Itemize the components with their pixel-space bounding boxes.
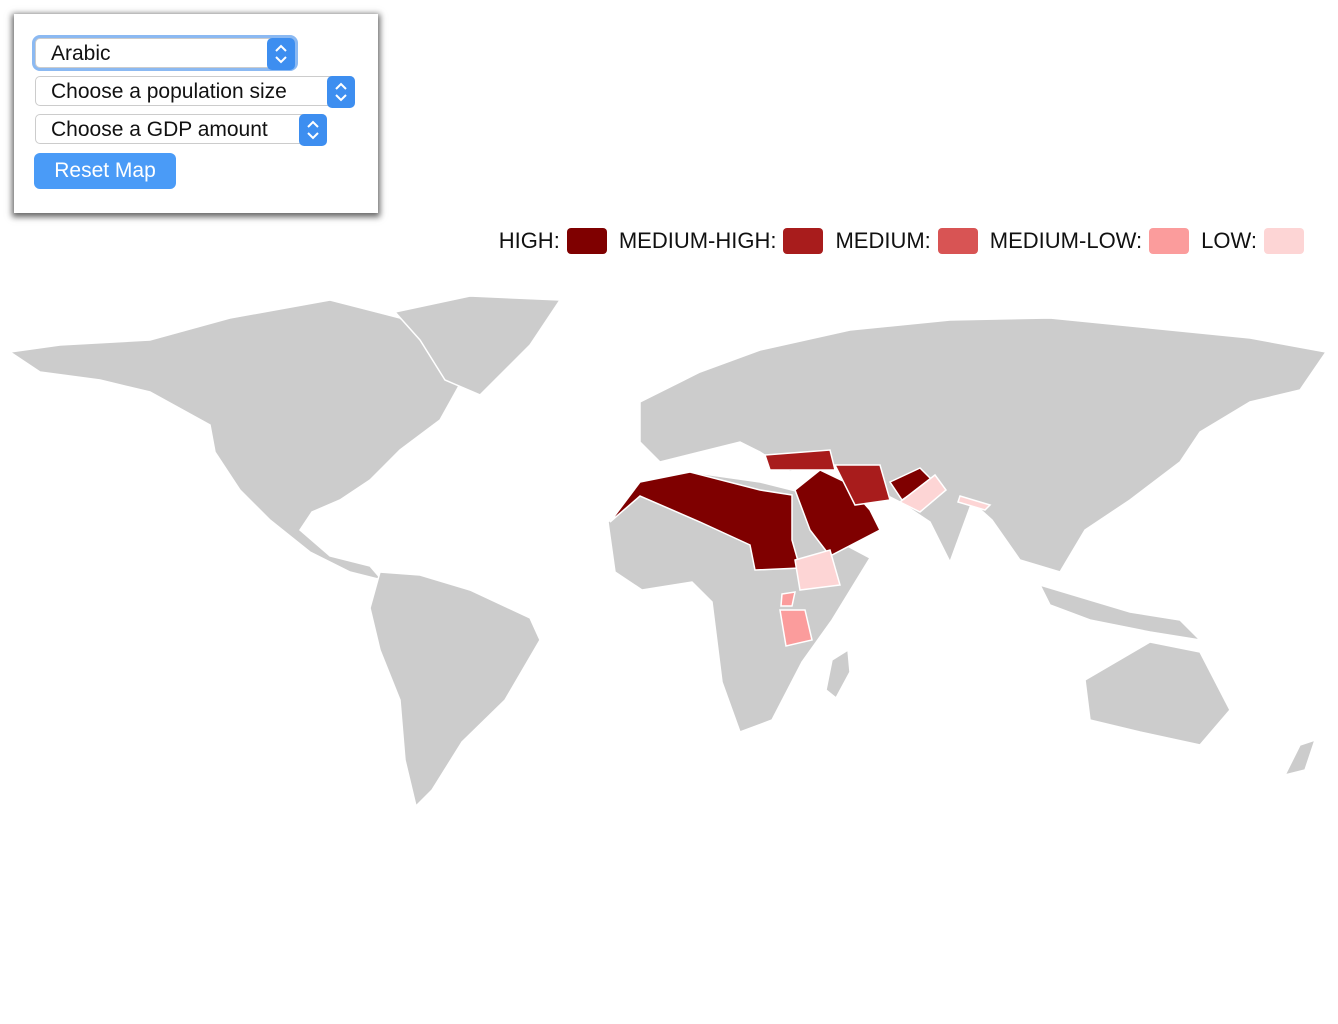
south-america bbox=[369, 571, 541, 808]
world-map bbox=[7, 295, 1328, 808]
indonesia bbox=[1038, 583, 1203, 642]
iran bbox=[833, 464, 891, 506]
australia bbox=[1084, 641, 1231, 746]
select-arrow bbox=[267, 38, 295, 70]
turkey bbox=[763, 449, 836, 471]
pakistan bbox=[898, 473, 948, 513]
new-zealand bbox=[1283, 738, 1317, 777]
legend-item: HIGH: bbox=[499, 228, 619, 254]
select-arrow bbox=[299, 114, 327, 146]
tanzania bbox=[779, 609, 813, 647]
legend-swatch bbox=[1149, 228, 1190, 254]
legend-item: MEDIUM-HIGH: bbox=[619, 228, 836, 254]
language-select[interactable]: Arabic bbox=[35, 38, 295, 70]
legend-item: LOW: bbox=[1201, 228, 1304, 254]
gdp-value: Choose a GDP amount bbox=[51, 118, 268, 141]
reset-button[interactable]: Reset Map bbox=[34, 153, 176, 189]
chevrons bbox=[307, 120, 319, 140]
legend-label: MEDIUM: bbox=[835, 228, 931, 253]
legend-swatch bbox=[783, 228, 824, 254]
nepal bbox=[957, 495, 992, 511]
africa bbox=[607, 471, 872, 733]
legend-item: MEDIUM: bbox=[835, 228, 989, 254]
legend-label: HIGH: bbox=[498, 228, 560, 253]
language-value: Arabic bbox=[51, 42, 111, 65]
legend-label: MEDIUM-HIGH: bbox=[618, 228, 777, 253]
chevrons bbox=[275, 44, 287, 64]
population-select[interactable]: Choose a population size bbox=[35, 76, 355, 108]
select-arrow bbox=[327, 76, 355, 108]
greenland bbox=[393, 295, 562, 396]
madagascar bbox=[825, 648, 851, 700]
legend-item: MEDIUM-LOW: bbox=[990, 228, 1201, 254]
ethiopia bbox=[794, 549, 841, 591]
legend-label: LOW: bbox=[1201, 228, 1257, 253]
control-panel: Arabic Choose a population size Choose a… bbox=[14, 14, 378, 213]
uganda bbox=[780, 591, 796, 607]
population-value: Choose a population size bbox=[51, 80, 287, 103]
gdp-select[interactable]: Choose a GDP amount bbox=[35, 114, 327, 146]
north-africa bbox=[609, 471, 801, 571]
legend-label: MEDIUM-LOW: bbox=[989, 228, 1143, 253]
legend: HIGH: MEDIUM-HIGH: MEDIUM: MEDIUM-LOW: LOW: bbox=[499, 228, 1304, 254]
legend-swatch bbox=[937, 228, 978, 254]
chevrons bbox=[335, 82, 347, 102]
north-america bbox=[7, 299, 466, 582]
legend-swatch bbox=[1264, 228, 1304, 254]
arabia bbox=[794, 469, 882, 557]
legend-swatch bbox=[566, 228, 607, 254]
